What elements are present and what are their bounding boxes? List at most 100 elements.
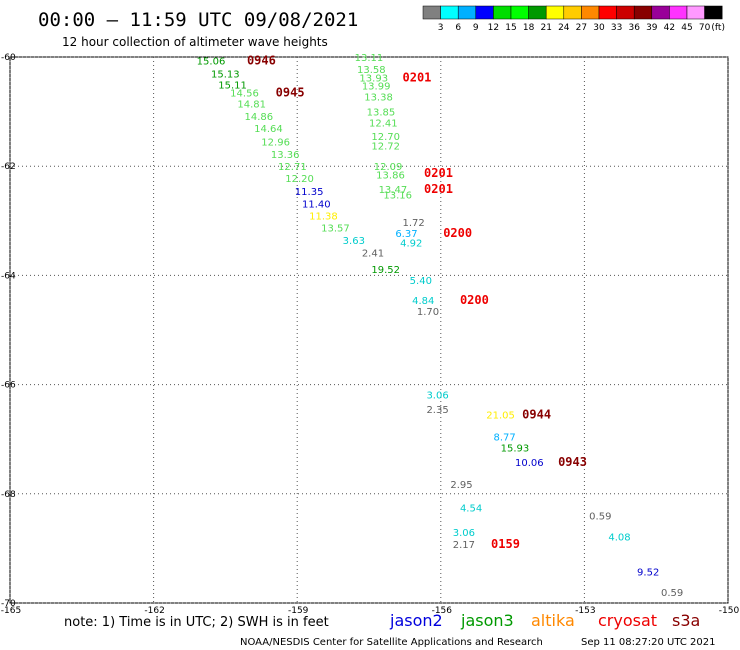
- pass-time-label: 0944: [522, 408, 551, 422]
- lat-tick-label: -66: [1, 381, 16, 391]
- legend-swatch: [440, 5, 459, 20]
- wave-height-value: 12.09: [374, 162, 403, 173]
- lon-tick-label: -162: [144, 606, 164, 616]
- wave-height-value: 13.11: [355, 53, 384, 64]
- wave-height-value: 13.93: [359, 74, 388, 85]
- wave-height-value: 8.77: [493, 432, 515, 443]
- pass-time-label: 0943: [558, 455, 587, 469]
- satellite-s3a: s3a: [672, 611, 700, 630]
- wave-height-value: 2.95: [450, 480, 472, 491]
- page-title: 00:00 – 11:59 UTC 09/08/2021: [38, 9, 358, 31]
- satellite-jason2: jason2: [389, 611, 443, 630]
- legend-swatch: [563, 5, 582, 20]
- wave-height-value: 14.64: [254, 124, 283, 135]
- legend-label: 12: [488, 23, 499, 33]
- legend-label: 70: [699, 23, 711, 33]
- legend-label: 42: [664, 23, 675, 33]
- wave-height-value: 1.72: [403, 218, 425, 229]
- legend-swatch: [493, 5, 512, 20]
- wave-height-value: 13.99: [362, 81, 391, 92]
- wave-height-value: 15.11: [218, 80, 247, 91]
- legend-swatch: [598, 5, 617, 20]
- legend-label: 3: [438, 23, 444, 33]
- legend-label: 30: [593, 23, 605, 33]
- legend-swatch: [616, 5, 635, 20]
- pass-time-label: 0201: [424, 182, 453, 196]
- lon-tick-label: -153: [575, 606, 595, 616]
- lat-tick-label: -64: [1, 271, 16, 281]
- footer-timestamp: Sep 11 08:27:20 UTC 2021: [581, 637, 715, 648]
- satellite-cryosat: cryosat: [598, 611, 657, 630]
- wave-height-value: 12.20: [285, 174, 314, 185]
- wave-height-value: 9.52: [637, 567, 659, 578]
- wave-height-value: 12.96: [261, 138, 290, 149]
- lat-tick-label: -62: [1, 162, 16, 172]
- wave-height-value: 14.56: [230, 88, 259, 99]
- legend-swatch: [581, 5, 600, 20]
- wave-height-value: 15.93: [501, 443, 530, 454]
- longitude-axis-labels: -165 -162 -159 -156 -153 -150: [1, 606, 740, 616]
- legend-swatch: [704, 5, 723, 20]
- footer-note: note: 1) Time is in UTC; 2) SWH is in fe…: [64, 615, 329, 630]
- legend-swatch: [528, 5, 547, 20]
- legend-label: 39: [646, 23, 658, 33]
- legend-swatch: [669, 5, 688, 20]
- wave-height-value: 21.05: [486, 411, 515, 422]
- satellite-jason3: jason3: [460, 611, 514, 630]
- pass-time-label: 0200: [460, 293, 489, 307]
- legend-label: 9: [473, 23, 479, 33]
- pass-time-label: 0946: [247, 53, 276, 67]
- wave-height-value: 13.57: [321, 223, 350, 234]
- legend-label: 33: [611, 23, 622, 33]
- legend-label: 6: [455, 23, 461, 33]
- lat-tick-label: -60: [1, 53, 16, 63]
- pass-time-label: 0201: [424, 166, 453, 180]
- wave-height-value: 13.36: [271, 150, 300, 161]
- wave-height-value: 13.58: [357, 65, 386, 76]
- lat-tick-label: -70: [1, 599, 16, 609]
- wave-height-value: 12.72: [371, 141, 400, 152]
- legend-swatch: [633, 5, 653, 20]
- legend-swatch: [686, 5, 705, 20]
- wave-height-value: 1.70: [417, 307, 439, 318]
- subtitle: 12 hour collection of altimeter wave hei…: [62, 35, 328, 49]
- satellite-legend: jason2 jason3 altika cryosat s3a: [389, 611, 700, 630]
- lon-tick-label: -159: [288, 606, 309, 616]
- wave-height-value: 6.37: [395, 229, 417, 240]
- wave-height-value: 12.71: [278, 162, 307, 173]
- wave-height-value: 2.41: [362, 248, 384, 259]
- lat-tick-label: -68: [1, 490, 16, 500]
- wave-height-value: 10.06: [515, 458, 544, 469]
- legend-swatch: [457, 5, 477, 20]
- wave-height-value: 11.40: [302, 199, 331, 210]
- wave-height-value: 13.47: [379, 185, 408, 196]
- wave-height-value: 11.38: [309, 211, 338, 222]
- wave-height-value: 4.92: [400, 239, 422, 250]
- wave-height-value: 13.16: [383, 191, 412, 202]
- footer-credit: NOAA/NESDIS Center for Satellite Applica…: [240, 637, 543, 648]
- legend-swatch: [510, 5, 529, 20]
- pass-time-label: 0945: [276, 85, 305, 99]
- wave-height-value: 3.06: [426, 390, 448, 401]
- wave-height-value: 19.52: [371, 265, 400, 276]
- pass-time-label: 0201: [403, 71, 432, 85]
- legend-label: 45: [681, 23, 692, 33]
- wave-height-value: 0.59: [661, 588, 683, 599]
- wave-height-value: 12.41: [369, 119, 398, 130]
- legend-swatch: [651, 5, 670, 20]
- wave-height-value: 11.35: [295, 187, 324, 198]
- lon-tick-label: -150: [719, 606, 740, 616]
- wave-height-value: 0.59: [589, 512, 611, 523]
- wave-height-value: 2.35: [426, 405, 448, 416]
- plot-frame: [9, 56, 729, 604]
- lon-tick-label: -156: [432, 606, 453, 616]
- wave-height-value: 2.17: [453, 540, 475, 551]
- wave-height-value: 5.40: [410, 276, 432, 287]
- wave-height-value: 14.81: [237, 99, 266, 110]
- wave-height-value: 15.06: [197, 56, 226, 67]
- legend-label: 18: [523, 23, 535, 33]
- legend-label: 21: [540, 23, 551, 33]
- wave-height-value: 12.70: [371, 132, 400, 143]
